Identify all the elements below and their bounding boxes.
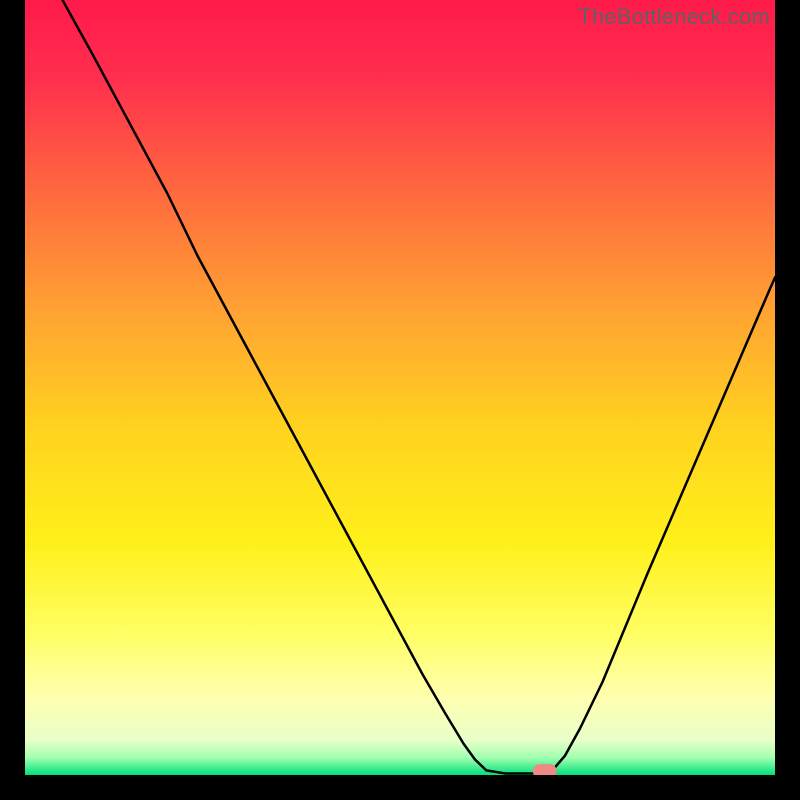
watermark-label: TheBottleneck.com (578, 4, 770, 30)
chart-svg (25, 0, 775, 775)
chart-plot-area (25, 0, 775, 775)
optimal-point-marker (533, 764, 557, 775)
gradient-background (25, 0, 775, 775)
chart-frame (0, 0, 800, 800)
